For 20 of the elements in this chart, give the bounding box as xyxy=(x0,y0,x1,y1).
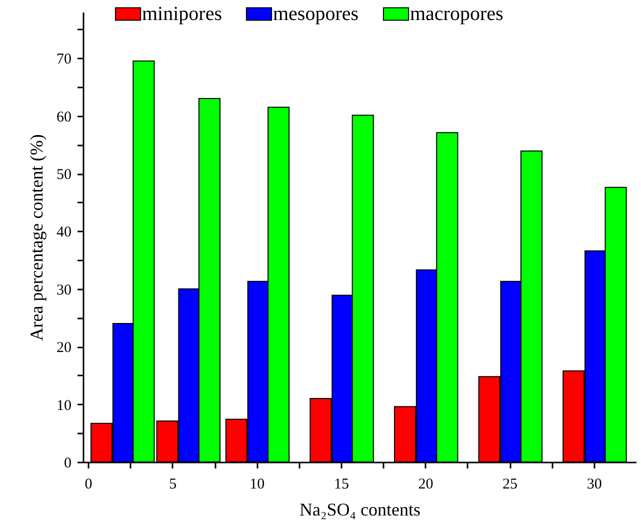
y-tick-label: 50 xyxy=(56,167,72,184)
y-tick-label: 60 xyxy=(56,109,72,126)
y-tick-label: 20 xyxy=(56,340,72,356)
y-axis-title: Area percentage content (%) xyxy=(26,134,46,341)
y-tick-label: 40 xyxy=(56,224,72,241)
legend-label: mesopores xyxy=(273,3,359,25)
y-tick-label: 30 xyxy=(56,282,72,298)
x-tick-label: 25 xyxy=(502,476,518,492)
legend-label: macropores xyxy=(410,3,504,25)
x-tick-label: 20 xyxy=(418,476,434,492)
x-tick-label: 10 xyxy=(250,476,265,492)
y-tick-label: 10 xyxy=(56,398,72,414)
y-tick-label: 70 xyxy=(56,52,72,68)
x-axis-title: Na₂SO₄ contents xyxy=(299,500,421,520)
x-tick-label: 30 xyxy=(586,476,602,492)
legend-label: minipores xyxy=(142,3,222,25)
y-tick-label: 0 xyxy=(64,456,72,472)
x-tick-label: 0 xyxy=(84,476,92,492)
x-tick-label: 5 xyxy=(169,476,177,492)
x-tick-label: 15 xyxy=(334,476,349,492)
